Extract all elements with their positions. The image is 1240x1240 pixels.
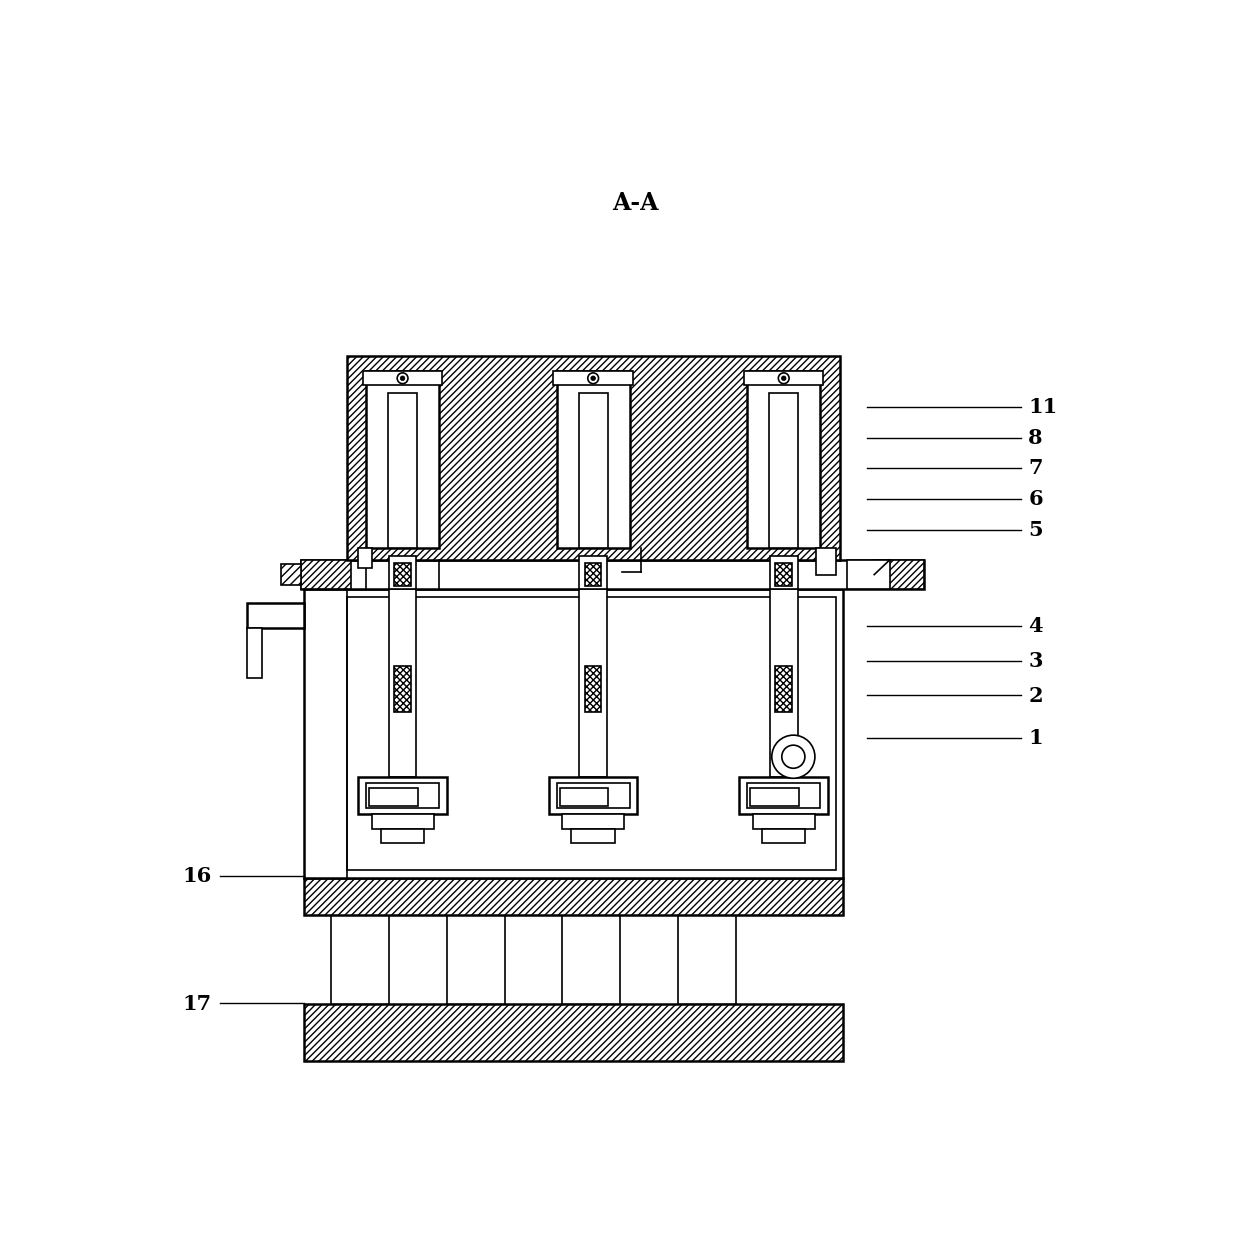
Bar [388, 556, 417, 589]
Text: 1: 1 [1028, 728, 1043, 748]
Text: 8: 8 [1028, 428, 1043, 448]
Bar [394, 563, 410, 587]
Text: 11: 11 [1028, 397, 1058, 417]
Bar [331, 915, 389, 1003]
Bar [363, 371, 443, 386]
Circle shape [401, 376, 405, 381]
Bar [247, 603, 304, 627]
Bar [563, 915, 620, 1003]
Bar [579, 589, 608, 777]
Bar [247, 603, 304, 627]
Text: 2: 2 [1028, 686, 1043, 706]
Text: 16: 16 [182, 867, 212, 887]
Bar [366, 784, 439, 807]
Bar [347, 596, 836, 870]
Bar [388, 393, 417, 548]
Circle shape [779, 373, 789, 383]
Circle shape [397, 373, 408, 383]
Bar [585, 666, 601, 713]
Bar [247, 627, 262, 678]
Bar [678, 915, 735, 1003]
Bar [562, 813, 624, 830]
Text: A-A: A-A [613, 191, 658, 215]
Bar [370, 787, 418, 806]
Bar [557, 371, 630, 548]
Bar [381, 830, 424, 843]
Bar [304, 1003, 843, 1061]
Bar [304, 589, 843, 878]
Bar [572, 830, 615, 843]
Bar [300, 560, 924, 589]
Text: 7: 7 [1028, 459, 1043, 479]
Bar [769, 393, 799, 548]
Bar [358, 777, 446, 813]
Bar [748, 371, 821, 548]
Circle shape [781, 376, 786, 381]
Bar [770, 556, 797, 589]
Circle shape [590, 376, 595, 381]
Text: 4: 4 [1028, 616, 1043, 636]
Bar [366, 371, 439, 548]
Bar [388, 589, 417, 777]
Text: 17: 17 [182, 993, 212, 1013]
Bar [579, 393, 608, 548]
Bar [446, 915, 505, 1003]
Text: 3: 3 [1028, 651, 1043, 671]
Bar [549, 777, 637, 813]
Text: 6: 6 [1028, 489, 1043, 510]
Bar [559, 787, 609, 806]
Bar [553, 371, 632, 386]
Bar [847, 560, 889, 589]
Bar [358, 548, 372, 568]
Bar [748, 784, 821, 807]
Bar [775, 563, 792, 587]
Bar [744, 371, 823, 386]
Bar [394, 666, 410, 713]
Bar [816, 548, 836, 575]
Bar [770, 589, 797, 777]
Bar [775, 666, 792, 713]
Bar [372, 813, 434, 830]
Bar [557, 784, 630, 807]
Circle shape [588, 373, 599, 383]
Bar [763, 830, 806, 843]
Bar [753, 813, 815, 830]
Bar [750, 787, 799, 806]
Circle shape [781, 745, 805, 769]
Bar [347, 356, 839, 560]
Text: 5: 5 [1028, 520, 1043, 539]
Bar [304, 878, 843, 915]
Bar [739, 777, 828, 813]
Bar [579, 556, 608, 589]
Bar [281, 564, 300, 585]
Bar [874, 560, 924, 589]
Circle shape [771, 735, 815, 779]
Bar [585, 563, 601, 587]
Bar [300, 560, 351, 589]
